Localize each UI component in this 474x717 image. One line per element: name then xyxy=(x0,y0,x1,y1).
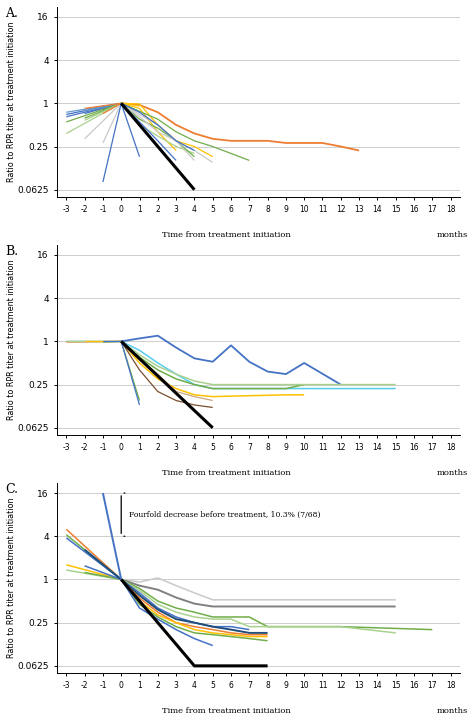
Text: Time from treatment initiation: Time from treatment initiation xyxy=(162,231,291,239)
Text: A.: A. xyxy=(5,7,18,20)
Text: Time from treatment initiation: Time from treatment initiation xyxy=(162,707,291,715)
Text: months: months xyxy=(437,707,468,715)
Text: Time from treatment initiation: Time from treatment initiation xyxy=(162,469,291,477)
Y-axis label: Ratio to RPR titer at treatment initiation: Ratio to RPR titer at treatment initiati… xyxy=(7,260,16,420)
Text: C.: C. xyxy=(5,483,18,496)
Y-axis label: Ratio to RPR titer at treatment initiation: Ratio to RPR titer at treatment initiati… xyxy=(7,22,16,182)
Text: months: months xyxy=(437,231,468,239)
Text: months: months xyxy=(437,469,468,477)
Text: B.: B. xyxy=(5,245,18,258)
Text: Fourfold decrease before treatment, 10.3% (7/68): Fourfold decrease before treatment, 10.3… xyxy=(128,511,320,518)
Y-axis label: Ratio to RPR titer at treatment initiation: Ratio to RPR titer at treatment initiati… xyxy=(7,498,16,658)
